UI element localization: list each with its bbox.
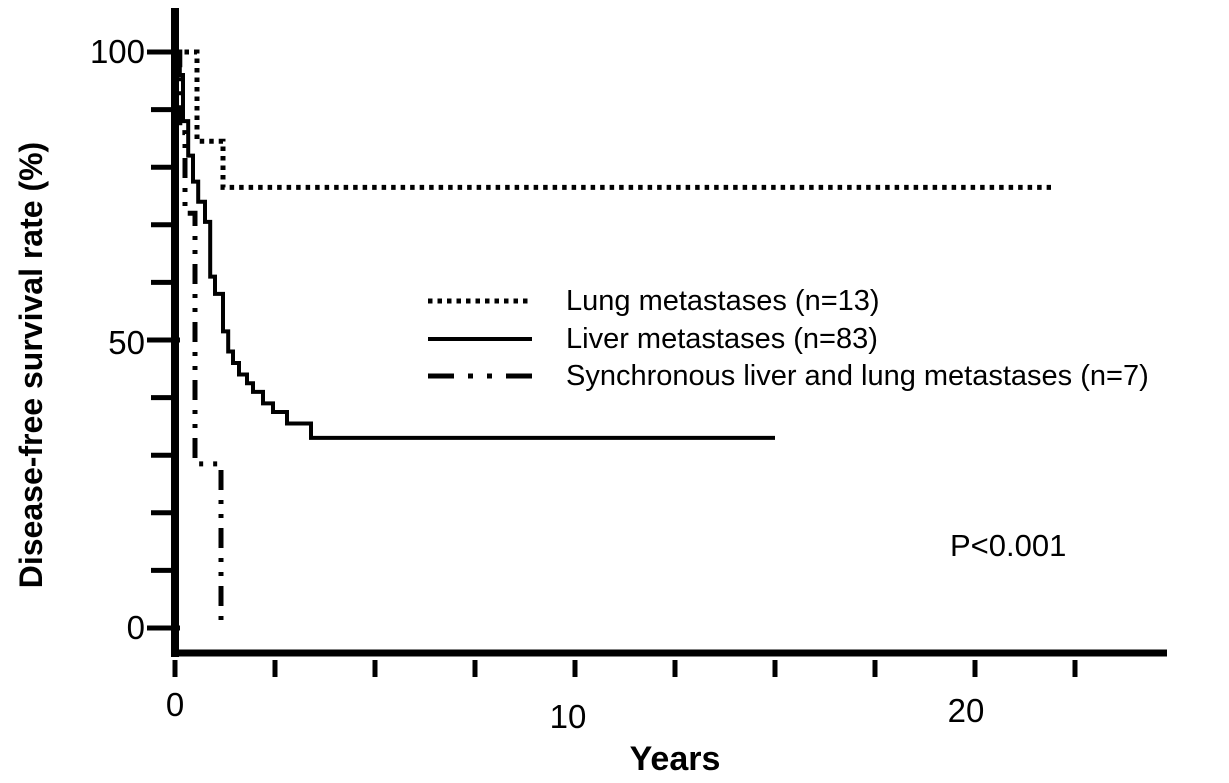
y-axis-ticks xyxy=(147,49,180,631)
survival-curves xyxy=(175,49,1051,628)
x-tick-label-10: 10 xyxy=(549,698,587,735)
p-value-annotation: P<0.001 xyxy=(950,528,1067,563)
synchronous-dashdot-line-swatch xyxy=(428,373,532,379)
y-tick-label-100: 100 xyxy=(89,33,145,70)
lung-dotted-line-swatch xyxy=(428,298,532,304)
x-axis-title: Years xyxy=(629,740,721,778)
x-tick-label-20: 20 xyxy=(947,692,985,729)
x-axis-ticks xyxy=(172,660,1078,677)
x-tick-label-0: 0 xyxy=(165,686,185,723)
liver-solid-line-swatch xyxy=(428,337,532,341)
y-tick-label-0: 0 xyxy=(126,609,145,646)
legend-label-synchronous: Synchronous liver and lung metastases (n… xyxy=(566,360,1149,392)
y-tick-label-50: 50 xyxy=(108,324,145,361)
legend-label-liver: Liver metastases (n=83) xyxy=(566,323,878,355)
legend-label-lung: Lung metastases (n=13) xyxy=(566,285,880,317)
